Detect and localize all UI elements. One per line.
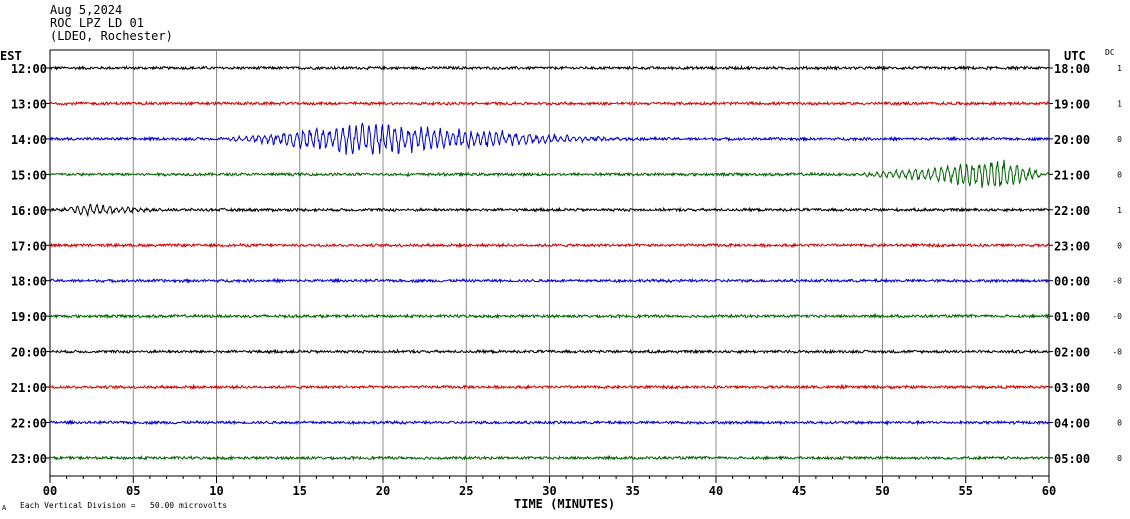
utc-time-label: 00:00 — [1054, 275, 1090, 289]
x-tick-label: 60 — [1042, 484, 1056, 498]
dc-offset-label: 0 — [1117, 241, 1122, 250]
seismic-trace — [49, 383, 1050, 391]
utc-time-label: 19:00 — [1054, 97, 1090, 111]
est-time-label: 15:00 — [11, 168, 47, 182]
location-label: (LDEO, Rochester) — [50, 29, 173, 43]
utc-axis-label: UTC — [1064, 49, 1086, 63]
dc-offset-label: 1 — [1117, 99, 1122, 108]
seismic-trace — [49, 122, 1050, 155]
dc-offset-label: 0 — [1117, 419, 1122, 428]
scale-note: Each Vertical Division = 50.00 microvolt… — [20, 501, 228, 510]
dc-offset-label: 0 — [1117, 170, 1122, 179]
seismic-trace — [49, 241, 1050, 249]
x-tick-label: 05 — [126, 484, 140, 498]
utc-time-label: 20:00 — [1054, 133, 1090, 147]
seismic-trace — [49, 64, 1049, 72]
utc-time-label: 05:00 — [1054, 452, 1090, 466]
seismic-trace — [49, 100, 1050, 107]
utc-time-label: 21:00 — [1054, 168, 1090, 182]
est-time-label: 21:00 — [11, 381, 47, 395]
x-tick-label: 20 — [376, 484, 390, 498]
x-tick-label: 40 — [709, 484, 723, 498]
est-time-label: 12:00 — [11, 62, 47, 76]
x-tick-label: 00 — [43, 484, 57, 498]
x-tick-label: 35 — [626, 484, 640, 498]
utc-time-label: 22:00 — [1054, 204, 1090, 218]
dc-offset-label: 1 — [1117, 64, 1122, 73]
x-tick-label: 50 — [875, 484, 889, 498]
x-tick-label: 30 — [542, 484, 556, 498]
est-time-label: 20:00 — [11, 346, 47, 360]
x-tick-label: 10 — [209, 484, 223, 498]
dc-offset-label: -0 — [1112, 312, 1122, 321]
seismic-trace — [49, 312, 1050, 320]
est-time-label: 16:00 — [11, 204, 47, 218]
seismic-trace — [49, 348, 1050, 355]
x-axis-title: TIME (MINUTES) — [514, 497, 616, 511]
est-time-label: 17:00 — [11, 239, 47, 253]
est-time-label: 23:00 — [11, 452, 47, 466]
x-tick-label: 25 — [459, 484, 473, 498]
est-time-label: 13:00 — [11, 97, 47, 111]
dc-offset-label: -0 — [1112, 348, 1122, 357]
dc-offset-label: -0 — [1112, 277, 1122, 286]
utc-time-label: 18:00 — [1054, 62, 1090, 76]
est-time-label: 18:00 — [11, 275, 47, 289]
dc-offset-label: 0 — [1117, 454, 1122, 463]
dc-offset-label: 0 — [1117, 383, 1122, 392]
est-time-label: 14:00 — [11, 133, 47, 147]
date-label: Aug 5,2024 — [50, 3, 123, 17]
est-axis-label: EST — [0, 49, 22, 63]
utc-time-label: 02:00 — [1054, 346, 1090, 360]
x-tick-label: 45 — [792, 484, 806, 498]
seismic-trace — [49, 277, 1050, 284]
est-time-label: 19:00 — [11, 310, 47, 324]
seismic-trace — [49, 159, 1050, 189]
seismic-trace — [49, 203, 1050, 218]
corner-mark: A — [2, 504, 7, 512]
utc-time-label: 04:00 — [1054, 417, 1090, 431]
utc-time-label: 03:00 — [1054, 381, 1090, 395]
dc-offset-label: 0 — [1117, 135, 1122, 144]
dc-offset-label: 1 — [1117, 206, 1122, 215]
station-label: ROC LPZ LD 01 — [50, 16, 144, 30]
x-tick-label: 55 — [959, 484, 973, 498]
x-tick-label: 15 — [293, 484, 307, 498]
dc-label: DC — [1105, 48, 1115, 57]
seismic-trace — [49, 454, 1050, 462]
utc-time-label: 23:00 — [1054, 239, 1090, 253]
utc-time-label: 01:00 — [1054, 310, 1090, 324]
est-time-label: 22:00 — [11, 417, 47, 431]
seismic-trace — [49, 419, 1050, 426]
